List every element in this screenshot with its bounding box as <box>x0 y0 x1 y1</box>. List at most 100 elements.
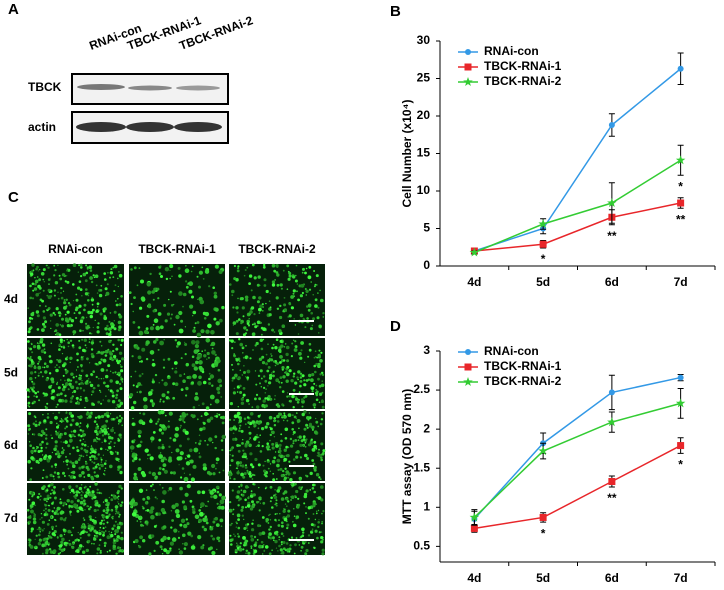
cell <box>121 501 124 504</box>
cell <box>133 400 137 405</box>
cell <box>242 449 245 452</box>
cell <box>116 416 119 419</box>
cell <box>243 452 247 457</box>
cell <box>169 269 171 271</box>
cell <box>121 357 125 361</box>
cell <box>99 538 102 542</box>
cell <box>51 528 54 531</box>
cell <box>69 400 73 403</box>
cell <box>110 413 112 415</box>
cell <box>265 388 267 390</box>
cell <box>47 498 50 501</box>
cell <box>303 427 307 431</box>
cell <box>190 477 195 482</box>
cell <box>293 515 296 517</box>
cell <box>97 415 101 419</box>
cell <box>105 448 107 450</box>
cell <box>133 472 137 476</box>
cell <box>27 433 30 435</box>
cell <box>284 467 287 470</box>
cell <box>214 516 218 521</box>
cell <box>72 475 76 479</box>
cell <box>131 459 135 463</box>
cell <box>268 381 272 385</box>
cell <box>321 405 325 409</box>
cell <box>28 320 31 324</box>
cell <box>145 489 148 491</box>
cell <box>273 539 275 542</box>
cell <box>80 496 84 500</box>
cell <box>171 367 174 370</box>
marker <box>463 77 473 86</box>
cell <box>314 370 317 374</box>
cell <box>39 304 41 307</box>
cell <box>316 536 319 540</box>
cell <box>115 303 119 307</box>
cell <box>314 283 317 286</box>
cell <box>275 504 278 507</box>
cell <box>112 349 115 353</box>
cell <box>141 505 144 508</box>
cell <box>93 461 96 464</box>
cell <box>94 468 96 470</box>
cell <box>133 344 136 347</box>
cell <box>166 390 170 394</box>
cell <box>95 284 98 287</box>
cell <box>198 360 203 365</box>
cell <box>148 509 154 514</box>
cell <box>257 463 261 467</box>
cell <box>37 365 42 370</box>
cell <box>140 523 143 527</box>
cell <box>217 378 222 384</box>
cell <box>280 532 284 535</box>
cell <box>71 470 76 475</box>
cell <box>95 516 97 519</box>
y-tick-label: 20 <box>417 108 431 122</box>
cell <box>89 381 92 384</box>
cell <box>65 275 68 277</box>
cell <box>288 369 292 373</box>
cell <box>65 425 68 428</box>
cell <box>47 295 52 300</box>
cell <box>293 318 295 320</box>
cell <box>41 375 44 378</box>
cell <box>84 406 86 409</box>
cell <box>282 375 286 379</box>
cell <box>46 523 50 526</box>
cell <box>62 504 65 507</box>
cell <box>28 541 31 544</box>
cell <box>236 542 238 544</box>
cell <box>272 360 275 363</box>
cell <box>114 548 117 550</box>
cell <box>159 400 161 402</box>
cell <box>232 432 235 435</box>
cell <box>231 289 235 294</box>
cell <box>98 464 100 467</box>
cell <box>161 443 164 447</box>
cell <box>282 469 285 473</box>
cell <box>116 359 119 363</box>
cell <box>115 511 117 513</box>
cell <box>208 372 211 375</box>
cell <box>57 311 62 315</box>
cell <box>115 347 119 351</box>
cell <box>110 531 113 534</box>
cell <box>316 390 319 394</box>
cell <box>258 441 261 444</box>
row-label: 4d <box>4 292 18 306</box>
cell <box>133 296 136 299</box>
cell <box>96 438 99 440</box>
cell <box>321 552 325 556</box>
cell <box>208 382 212 385</box>
cell <box>81 338 84 341</box>
cell <box>36 448 38 450</box>
cell <box>231 489 234 492</box>
cell <box>296 419 301 423</box>
cell <box>63 339 65 342</box>
cell <box>100 345 103 347</box>
cell <box>246 266 249 269</box>
cell <box>305 267 308 270</box>
cell <box>233 387 236 390</box>
cell <box>293 415 297 419</box>
cell <box>171 451 173 454</box>
